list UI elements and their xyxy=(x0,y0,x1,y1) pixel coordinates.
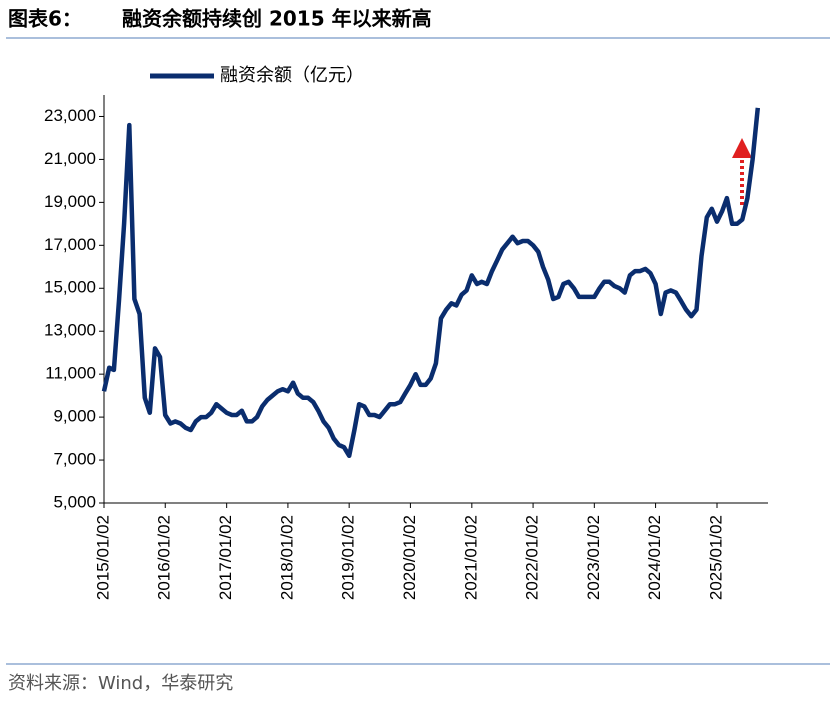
x-tick-label: 2024/01/02 xyxy=(645,515,664,600)
y-tick-label: 21,000 xyxy=(44,149,96,168)
arrow-head xyxy=(732,138,752,158)
y-tick-label: 5,000 xyxy=(53,492,96,511)
y-tick-label: 11,000 xyxy=(45,364,96,383)
figure-label: 图表6： xyxy=(8,7,82,31)
x-tick-label: 2020/01/02 xyxy=(400,515,419,600)
y-tick-label: 9,000 xyxy=(53,407,96,426)
x-tick-label: 2023/01/02 xyxy=(584,515,603,600)
y-tick-label: 17,000 xyxy=(44,235,96,254)
x-tick-label: 2016/01/02 xyxy=(155,515,174,600)
x-tick-label: 2021/01/02 xyxy=(461,515,480,600)
x-tick-label: 2019/01/02 xyxy=(339,515,358,600)
x-tick-label: 2022/01/02 xyxy=(523,515,542,600)
y-tick-label: 19,000 xyxy=(44,192,96,211)
y-tick-label: 15,000 xyxy=(44,278,96,297)
x-tick-label: 2025/01/02 xyxy=(706,515,725,600)
y-tick-label: 7,000 xyxy=(53,450,96,469)
x-tick-label: 2018/01/02 xyxy=(277,515,296,600)
source: 资料来源：Wind，华泰研究 xyxy=(8,673,233,694)
x-tick-label: 2015/01/02 xyxy=(93,515,112,600)
data-line xyxy=(101,107,761,459)
chart-title: 融资余额持续创 2015 年以来新高 xyxy=(122,7,432,31)
y-tick-label: 13,000 xyxy=(44,321,96,340)
y-tick-label: 23,000 xyxy=(44,106,96,125)
legend-label: 融资余额（亿元） xyxy=(220,65,364,86)
x-tick-label: 2017/01/02 xyxy=(216,515,235,600)
